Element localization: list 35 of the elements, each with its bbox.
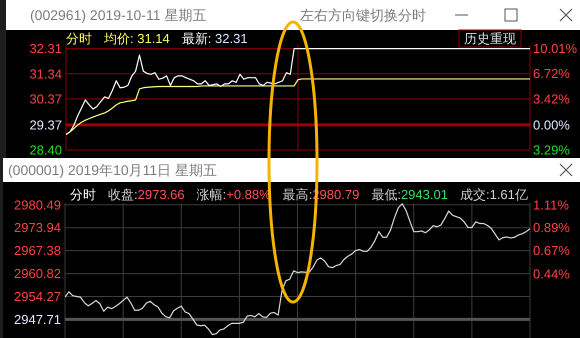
text: 分时	[70, 187, 96, 202]
chart-title: (000001) 2019年10月11日 星期五	[8, 162, 218, 178]
annotation: 分时	[66, 31, 92, 46]
y2-tick-label: 6.72%	[533, 66, 570, 82]
y-tick-label: 29.37	[29, 117, 62, 132]
annotation: 均价: 31.14	[103, 31, 170, 46]
chart-title: (002961) 2019-10-11 星期五	[30, 7, 206, 23]
y2-tick-label: 1.11%	[533, 198, 570, 213]
y-tick-label: 2960.82	[14, 266, 61, 282]
text: 成交:1.61亿	[460, 187, 528, 202]
text: 收盘:2973.66	[108, 187, 185, 202]
y-tick-label: 2967.38	[14, 243, 61, 258]
y-tick-label: 32.31	[29, 41, 62, 56]
y-tick-label: 2947.71	[14, 312, 61, 327]
y2-tick-label: 3.29%	[533, 142, 570, 158]
y2-tick-label: 0.89%	[533, 220, 570, 236]
y2-tick-label: 0.44%	[533, 266, 570, 282]
y-tick-label: 2954.27	[14, 288, 61, 304]
y2-tick-label: 0.67%	[533, 242, 570, 258]
y-tick-label: 2973.94	[14, 220, 61, 236]
y-tick-label: 30.37	[29, 91, 62, 106]
text: 涨幅:+0.88%	[196, 187, 272, 202]
line-series	[66, 78, 530, 136]
y2-tick-label: 0.00%	[533, 117, 570, 132]
y-tick-label: 31.34	[29, 66, 62, 82]
annotation: 最新: 32.31	[182, 31, 248, 46]
text: 左右方向键切换分时	[300, 7, 426, 23]
line-series	[66, 48, 530, 136]
y2-tick-label: 3.42%	[533, 91, 570, 106]
y2-tick-label: 10.01%	[533, 41, 578, 56]
line-series	[65, 203, 530, 336]
annotation: 历史重现	[464, 31, 516, 46]
y-tick-label: 2980.49	[14, 197, 61, 212]
y-tick-label: 28.40	[29, 142, 62, 158]
text: 最低:2943.01	[371, 187, 448, 202]
